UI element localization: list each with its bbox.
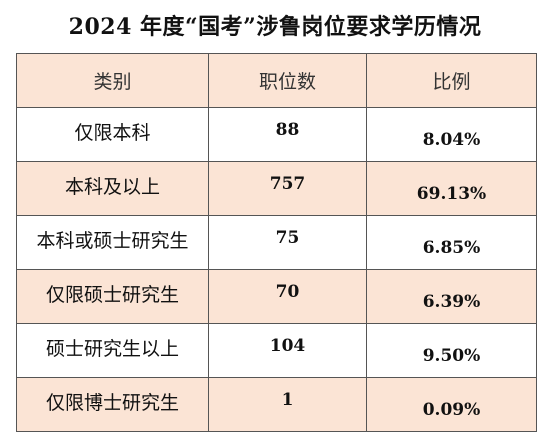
row-ratio: 8.04%	[366, 107, 537, 162]
row-category: 仅限本科	[16, 107, 209, 162]
education-requirements-table: 类别 职位数 比例 仅限本科 88 8.04% 本科及以上 757 69.13%…	[16, 53, 537, 432]
row-ratio: 0.09%	[366, 377, 537, 432]
row-ratio: 9.50%	[366, 323, 537, 378]
row-count: 757	[208, 161, 367, 216]
row-ratio: 6.39%	[366, 269, 537, 324]
row-category: 仅限硕士研究生	[16, 269, 209, 324]
table-row: 硕士研究生以上 104 9.50%	[16, 323, 537, 378]
table-row: 仅限硕士研究生 70 6.39%	[16, 269, 537, 324]
page-title: 2024 年度“国考”涉鲁岗位要求学历情况	[68, 14, 482, 40]
row-category: 本科或硕士研究生	[16, 215, 209, 270]
row-category: 仅限博士研究生	[16, 377, 209, 432]
table-row: 本科或硕士研究生 75 6.85%	[16, 215, 537, 270]
header-ratio: 比例	[366, 53, 537, 108]
row-count: 104	[208, 323, 367, 378]
row-ratio: 69.13%	[366, 161, 537, 216]
row-count: 1	[208, 377, 367, 432]
row-count: 88	[208, 107, 367, 162]
header-count: 职位数	[208, 53, 367, 108]
table-row: 本科及以上 757 69.13%	[16, 161, 537, 216]
table-row: 仅限博士研究生 1 0.09%	[16, 377, 537, 432]
row-count: 75	[208, 215, 367, 270]
table-header-row: 类别 职位数 比例	[16, 53, 537, 108]
row-category: 本科及以上	[16, 161, 209, 216]
table-row: 仅限本科 88 8.04%	[16, 107, 537, 162]
header-category: 类别	[16, 53, 209, 108]
row-category: 硕士研究生以上	[16, 323, 209, 378]
row-ratio: 6.85%	[366, 215, 537, 270]
row-count: 70	[208, 269, 367, 324]
